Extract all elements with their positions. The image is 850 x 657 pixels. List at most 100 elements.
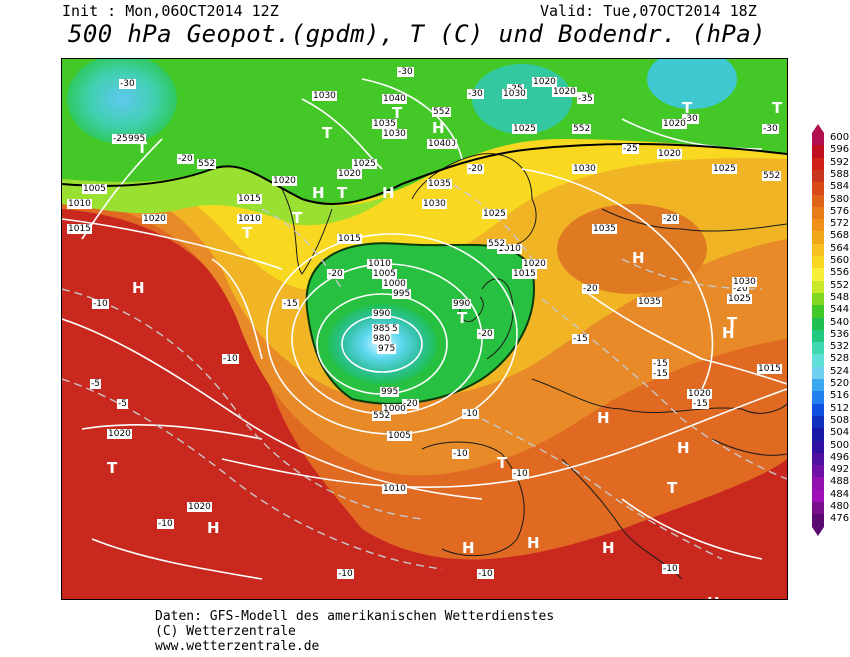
legend-label: 584 [830, 181, 850, 193]
contour-label: -5 [90, 379, 101, 389]
high-pressure-marker: H [722, 324, 735, 342]
contour-label: 552 [372, 411, 392, 421]
contour-label: 1010 [67, 199, 92, 209]
legend-label: 532 [830, 341, 850, 353]
contour-label: 1005 [82, 184, 107, 194]
contour-label: 1010 [382, 484, 407, 494]
legend-label: 528 [830, 353, 850, 365]
field-green-north [62, 59, 787, 203]
legend-label: 496 [830, 451, 850, 463]
website-link[interactable]: www.wetterzentrale.de [155, 639, 320, 654]
low-pressure-marker: T [137, 139, 148, 157]
high-pressure-marker: H [677, 439, 690, 457]
contour-label: 1040 [427, 139, 452, 149]
low-pressure-marker: T [322, 124, 333, 142]
init-time: Init : Mon,06OCT2014 12Z [62, 2, 279, 20]
legend-swatch [812, 133, 824, 146]
contour-label: 1020 [272, 176, 297, 186]
low-pressure-marker: T [772, 99, 783, 117]
contour-label: 1035 [372, 119, 397, 129]
low-pressure-marker: T [107, 459, 118, 477]
copyright: (C) Wetterzentrale [155, 624, 296, 639]
legend-swatch [812, 440, 824, 454]
contour-label: 1040 [382, 94, 407, 104]
legend-label: 500 [830, 439, 850, 451]
ne-low [647, 59, 737, 109]
contour-label: 1010 [237, 214, 262, 224]
high-pressure-marker: H [602, 539, 615, 557]
legend-swatch [812, 477, 824, 491]
chart-title: 500 hPa Geopot.(gpdm), T (C) und Bodendr… [68, 20, 766, 48]
legend-label: 600 [830, 132, 850, 143]
contour-label: -20 [467, 164, 484, 174]
legend-label: 564 [830, 242, 850, 254]
contour-label: -20 [662, 214, 679, 224]
weather-map: HHHHHHHHHHHHHTTTTTTTTTTTTTTT-30-25-20-30… [61, 58, 788, 600]
legend-label: 536 [830, 328, 850, 340]
high-pressure-marker: H [432, 119, 445, 137]
contour-label: -25 [112, 134, 129, 144]
contour-label: 1020 [662, 119, 687, 129]
contour-label: -20 [582, 284, 599, 294]
contour-label: -20 [477, 329, 494, 339]
legend-label: 548 [830, 291, 850, 303]
contour-label: -10 [157, 519, 174, 529]
contour-label: 1020 [687, 389, 712, 399]
legend-swatch [812, 502, 824, 515]
contour-label: 1010 [367, 259, 392, 269]
contour-label: -15 [692, 399, 709, 409]
legend-swatch [812, 342, 824, 355]
legend-label: 508 [830, 414, 850, 426]
legend-label: 504 [830, 427, 850, 439]
legend-label: 544 [830, 304, 850, 316]
legend-swatch [812, 514, 824, 528]
legend-label: 512 [830, 402, 850, 414]
high-pressure-marker: H [707, 594, 720, 599]
contour-label: 995 [380, 387, 400, 397]
legend-swatch [812, 292, 824, 306]
contour-label: -5 [117, 399, 128, 409]
isobars [62, 78, 787, 580]
contour-label: -30 [467, 89, 484, 99]
contour-label: -30 [119, 79, 136, 89]
legend-label: 596 [830, 144, 850, 156]
color-legend: 600 596 592 588 584 580 576 572 568 564 560 556 552 5… [812, 124, 850, 536]
low-pressure-marker: T [292, 209, 303, 227]
legend-swatch [812, 169, 824, 183]
legend-bottom-arrow [812, 526, 824, 536]
contour-label: -10 [92, 299, 109, 309]
legend-swatch [812, 415, 824, 429]
contour-label: 1015 [512, 269, 537, 279]
contour-label: -10 [512, 469, 529, 479]
contour-label: 1035 [592, 224, 617, 234]
low-pressure-marker: T [682, 99, 693, 117]
legend-label: 540 [830, 316, 850, 328]
legend-swatch [812, 489, 824, 503]
high-pressure-marker: H [132, 279, 145, 297]
legend-swatch [812, 231, 824, 245]
high-pressure-marker: H [312, 184, 325, 202]
contour-label: 1025 [727, 294, 752, 304]
legend-swatch [812, 366, 824, 380]
legend-swatch [812, 428, 824, 441]
legend-swatch [812, 452, 824, 466]
contour-label: -20 [327, 269, 344, 279]
contour-label: 1030 [732, 277, 757, 287]
contour-label: 990 [452, 299, 472, 309]
legend-swatch [812, 354, 824, 368]
contour-label: 1020 [337, 169, 362, 179]
contour-label: -10 [337, 569, 354, 579]
contour-label: 1035 [637, 297, 662, 307]
legend-label: 488 [830, 476, 850, 488]
contour-label: 1015 [337, 234, 362, 244]
contour-label: -25 [622, 144, 639, 154]
contour-label: 1020 [532, 77, 557, 87]
contour-label: 1015 [67, 224, 92, 234]
contour-label: -15 [652, 369, 669, 379]
contour-label: 1030 [422, 199, 447, 209]
contour-label: -35 [577, 94, 594, 104]
contour-label: 1015 [237, 194, 262, 204]
contour-label: 1025 [482, 209, 507, 219]
contour-label: 1025 [512, 124, 537, 134]
contour-label: 985 [372, 324, 392, 334]
